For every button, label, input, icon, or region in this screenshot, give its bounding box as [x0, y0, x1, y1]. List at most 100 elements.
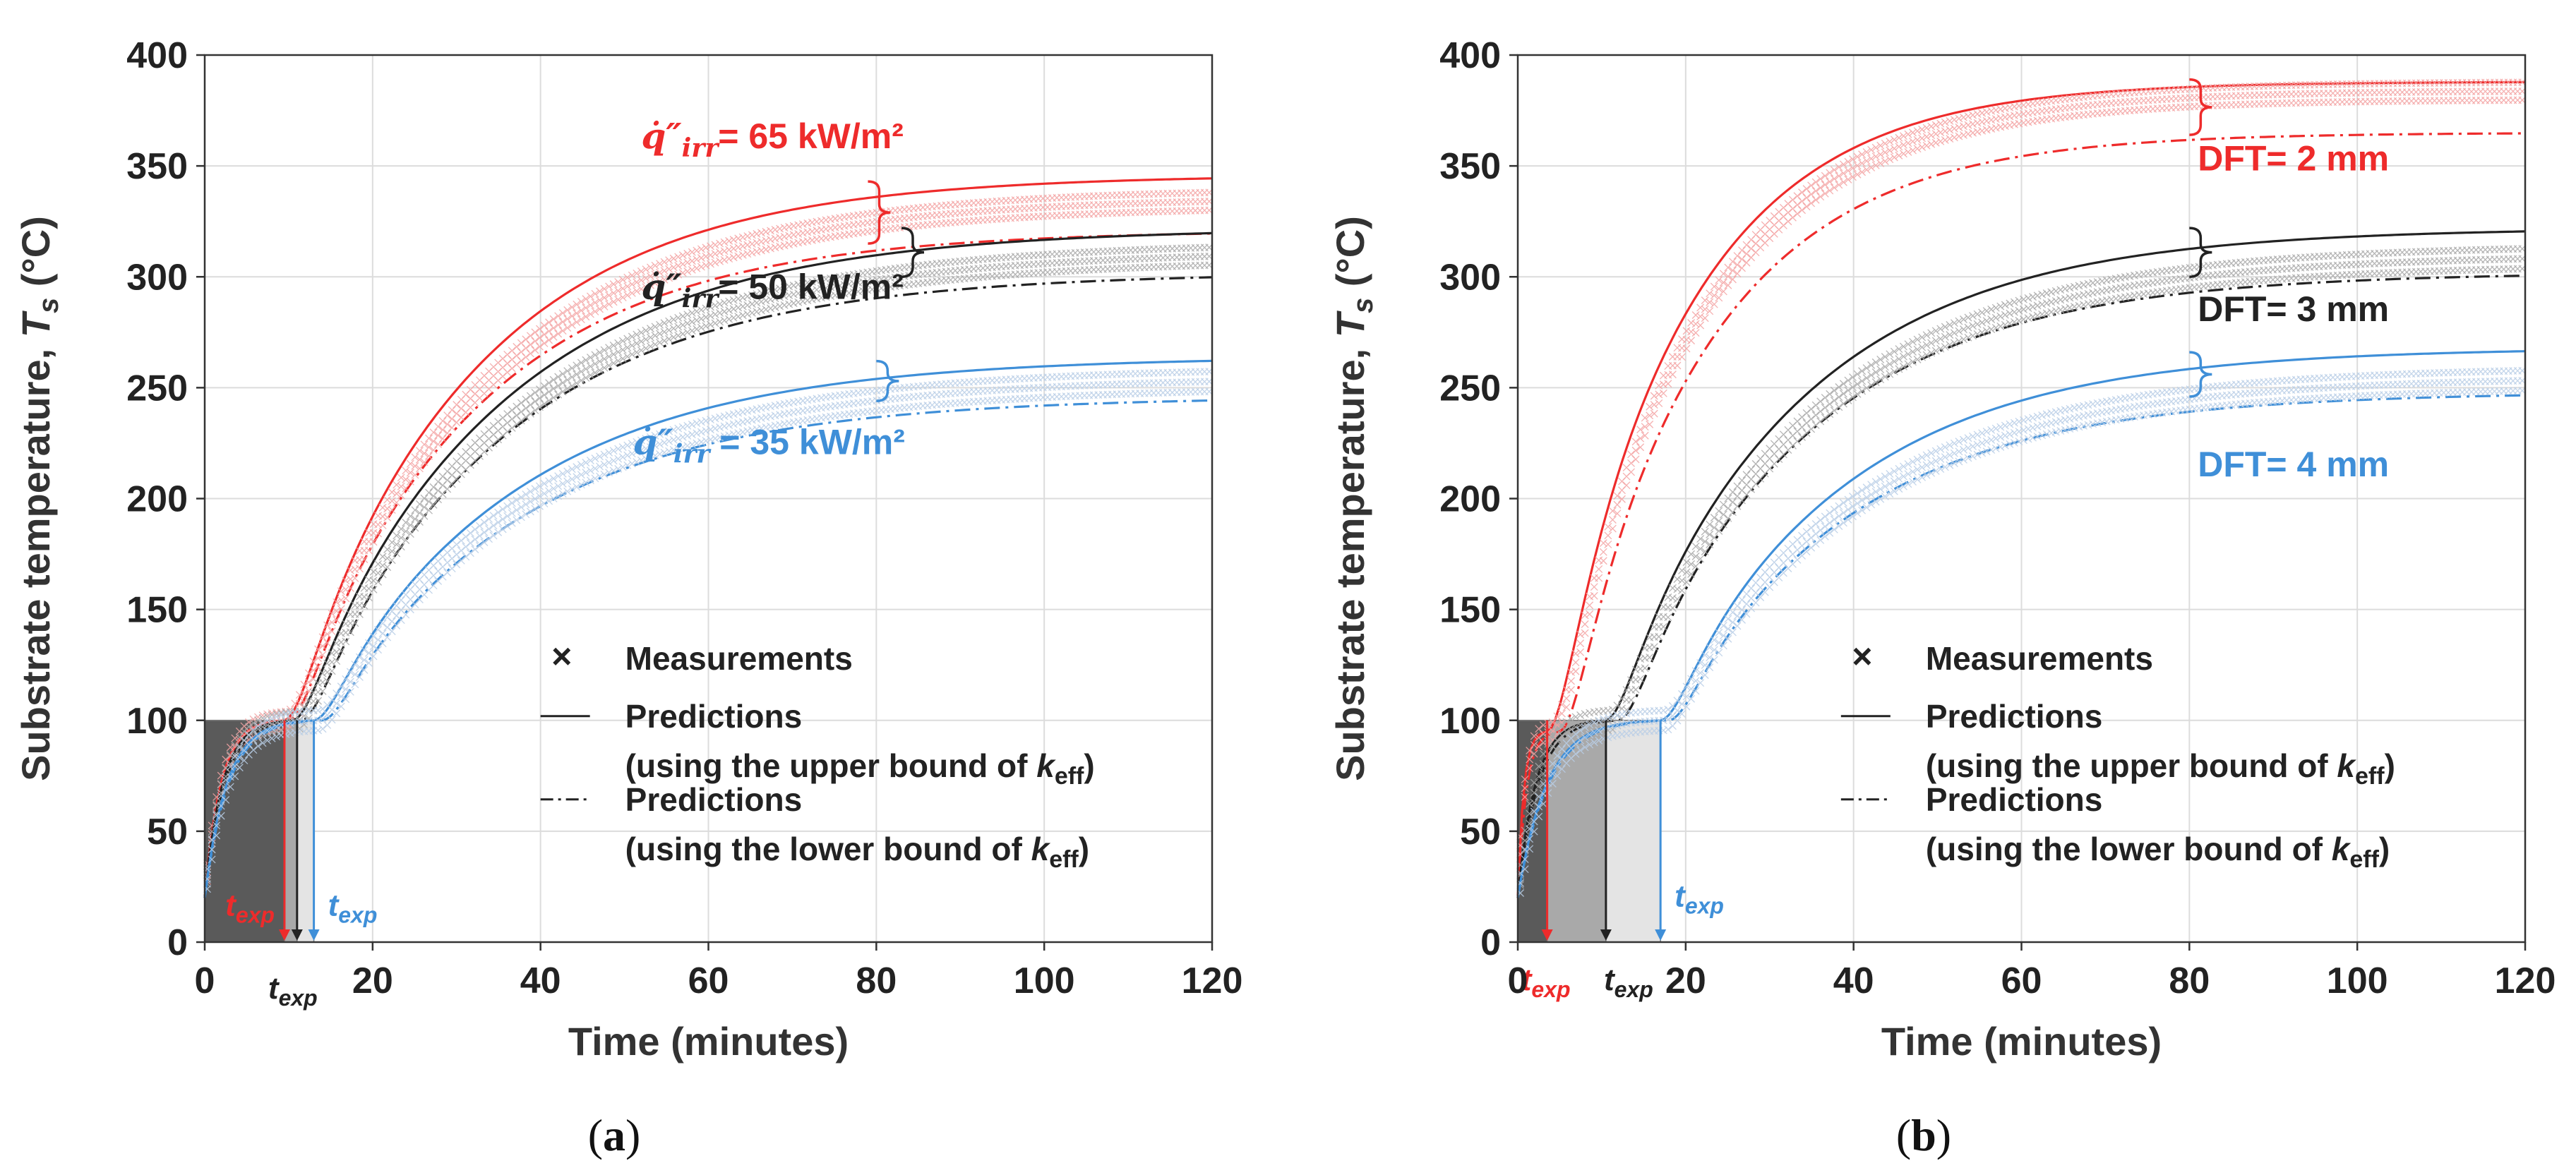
- measurement-point: [646, 272, 654, 280]
- measurement-point: [268, 724, 276, 733]
- measurement-point: [780, 292, 789, 301]
- measurement-point: [526, 349, 534, 358]
- measurement-point: [776, 242, 784, 251]
- measurement-point: [314, 654, 322, 662]
- annotation-value: DFT= 4 mm: [2198, 445, 2389, 484]
- caption-letter: a: [603, 1110, 625, 1160]
- measurement-point: [633, 348, 641, 356]
- measurement-point: [840, 272, 849, 280]
- measurement-point: [503, 502, 512, 510]
- measurement-point: [600, 460, 609, 469]
- measurement-point: [378, 570, 387, 579]
- measurement-point: [411, 453, 419, 462]
- exposure-region: [204, 720, 285, 943]
- measurement-point: [222, 776, 230, 784]
- annotation-symbol: q̇″: [641, 115, 682, 157]
- measurement-point: [656, 260, 664, 268]
- measurement-point: [429, 428, 438, 437]
- legend-detail-text: (using the upper bound of: [625, 747, 1037, 784]
- measurement-point: [513, 361, 521, 368]
- measurement-point: [254, 725, 262, 733]
- measurement-point: [457, 556, 465, 565]
- measurement-point: [397, 482, 405, 490]
- texp-label-sub: exp: [338, 902, 377, 927]
- measurement-point: [217, 812, 225, 820]
- measurement-point: [720, 316, 729, 325]
- measurement-point: [827, 274, 834, 282]
- measurement-point: [785, 222, 793, 231]
- measurement-point: [365, 576, 373, 584]
- y-tick-label: 50: [1460, 812, 1501, 852]
- measurement-point: [738, 311, 747, 320]
- measurement-point: [780, 283, 789, 291]
- measurement-point: [646, 325, 654, 333]
- measurement-point: [406, 477, 414, 486]
- measurement-point: [360, 665, 369, 674]
- measurement-point: [337, 596, 345, 604]
- measurement-point: [743, 232, 752, 241]
- annotation-value: = 35 kW/m²: [709, 423, 905, 462]
- measurement-point: [623, 282, 632, 291]
- measurement-point: [425, 506, 433, 514]
- measurement-point: [235, 754, 244, 761]
- measurement-point: [485, 525, 493, 534]
- measurement-point: [803, 279, 812, 287]
- measurement-point: [573, 370, 581, 378]
- measurement-point: [388, 506, 396, 514]
- measurement-point: [318, 687, 327, 695]
- measurement-point: [646, 342, 654, 351]
- measurement-point: [393, 490, 401, 498]
- measurement-point: [697, 306, 705, 314]
- measurement-point: [711, 301, 719, 310]
- measurement-point: [596, 472, 604, 481]
- measurement-point: [669, 263, 678, 272]
- legend-label: Measurements: [625, 640, 853, 677]
- measurement-point: [789, 222, 798, 230]
- measurement-point: [614, 348, 623, 356]
- measurement-point: [517, 399, 525, 407]
- measurement-point: [651, 332, 659, 339]
- measurement-point: [397, 534, 405, 542]
- measurement-point: [798, 297, 807, 306]
- measurement-point: [582, 469, 590, 477]
- measurement-point: [683, 267, 692, 275]
- measurement-point: [656, 330, 664, 338]
- measurement-point: [420, 503, 429, 512]
- measurement-point: [586, 362, 594, 370]
- measurement-point: [397, 616, 405, 625]
- measurement-point: [618, 293, 627, 301]
- measurement-point: [637, 328, 645, 337]
- measurement-point: [522, 353, 530, 361]
- measurement-point: [415, 500, 424, 508]
- measurement-point: [249, 719, 258, 728]
- measurement-point: [803, 219, 812, 227]
- measurement-point: [720, 308, 729, 315]
- measurement-point: [618, 337, 627, 345]
- x-tick-label: 80: [856, 960, 897, 1001]
- measurement-point: [748, 300, 756, 308]
- measurement-point: [263, 736, 272, 745]
- measurement-point: [536, 325, 544, 333]
- measurement-point: [628, 271, 636, 279]
- measurement-point: [600, 346, 609, 354]
- measurement-point: [393, 540, 401, 548]
- measurement-point: [388, 556, 396, 565]
- measurement-point: [420, 440, 429, 449]
- measurement-point: [591, 474, 599, 483]
- measurement-point: [522, 413, 530, 421]
- measurement-point: [688, 248, 696, 256]
- measurement-point: [471, 535, 479, 543]
- measurement-point: [231, 749, 239, 758]
- measurement-point: [573, 318, 581, 326]
- measurement-point: [591, 351, 599, 359]
- measurement-point: [669, 315, 678, 324]
- measurement-point: [637, 337, 645, 346]
- legend-detail-sub: eff: [2355, 763, 2385, 790]
- measurement-point: [794, 280, 803, 289]
- legend-detail-k: k: [2337, 747, 2356, 784]
- prediction-line-lower-black: [203, 276, 1213, 898]
- measurement-point: [522, 404, 530, 412]
- measurement-point: [249, 736, 258, 745]
- measurement-point: [591, 360, 599, 368]
- measurement-point: [660, 267, 669, 275]
